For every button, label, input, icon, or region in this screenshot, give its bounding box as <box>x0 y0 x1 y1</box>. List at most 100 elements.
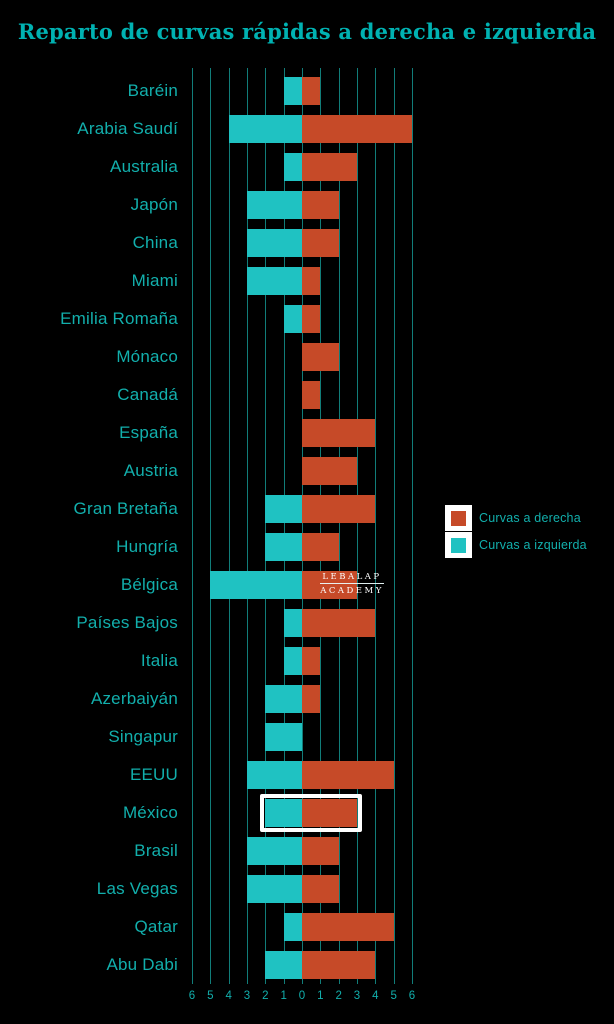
bar-left <box>247 229 302 257</box>
axis-tick-label: 1 <box>280 990 287 1002</box>
bar-right <box>302 609 376 637</box>
axis-tick-label: 2 <box>262 990 269 1002</box>
gridline <box>412 68 413 984</box>
bar-left <box>283 153 302 181</box>
axis-tick-label: 0 <box>298 990 306 1002</box>
row-label: Miami <box>131 271 178 290</box>
axis-tick-label: 5 <box>390 990 397 1002</box>
row-label: Países Bajos <box>76 613 178 632</box>
axis-tick-label: 2 <box>335 990 342 1002</box>
row-label: Bélgica <box>120 575 178 594</box>
bar-left <box>265 533 302 561</box>
bar-right <box>302 191 339 219</box>
bar-right <box>302 951 376 979</box>
highlight-frame <box>260 794 362 832</box>
bar-right <box>302 761 394 789</box>
row-label: Hungría <box>116 537 178 556</box>
legend: Curvas a derecha Curvas a izquierda <box>445 505 587 559</box>
bar-right <box>302 647 321 675</box>
gridline <box>210 68 212 984</box>
bar-right <box>302 837 339 865</box>
bar-left <box>283 913 302 941</box>
row-label: Austria <box>123 461 178 480</box>
gridline <box>302 68 303 984</box>
gridline <box>228 68 230 984</box>
bar-left <box>265 799 302 827</box>
bar-right <box>302 875 339 903</box>
row-label: Gran Bretaña <box>73 499 178 518</box>
row-label: Abu Dabi <box>106 955 178 974</box>
row-label: Arabia Saudí <box>77 119 178 138</box>
bar-right <box>302 685 321 713</box>
gridline <box>283 68 285 984</box>
legend-item-izquierda: Curvas a izquierda <box>445 532 587 558</box>
row-label: Mónaco <box>116 347 178 366</box>
row-label: China <box>132 233 178 252</box>
legend-item-derecha: Curvas a derecha <box>445 505 587 531</box>
bar-right <box>302 913 394 941</box>
axis-tick-label: 6 <box>188 990 196 1002</box>
gridline <box>265 68 267 984</box>
bar-right <box>302 343 339 371</box>
legend-chip <box>445 532 472 558</box>
row-label: Singapur <box>108 727 178 746</box>
watermark-logo: LEBALAP ACADEMY <box>320 572 384 596</box>
axis-tick-label: 4 <box>225 990 232 1002</box>
bar-right <box>302 229 339 257</box>
bar-left <box>247 837 302 865</box>
bar-left <box>265 495 302 523</box>
bar-left <box>283 77 302 105</box>
gridline <box>375 68 377 984</box>
axis-tick-label: 1 <box>317 990 324 1002</box>
bar-left <box>247 191 302 219</box>
watermark-line1: LEBALAP <box>322 572 382 582</box>
bar-left <box>247 875 302 903</box>
bar-right <box>302 115 412 143</box>
gridline <box>320 68 322 984</box>
gridline <box>393 68 395 984</box>
bar-right <box>302 305 321 333</box>
bar-right <box>302 571 357 599</box>
bar-right <box>302 381 321 409</box>
row-label: Italia <box>140 651 178 670</box>
row-label: EEUU <box>129 765 178 784</box>
axis-tick-label: 5 <box>207 990 214 1002</box>
row-label: Japón <box>130 195 178 214</box>
gridline <box>247 68 248 984</box>
curvas-derecha-swatch-icon <box>451 510 466 526</box>
row-label: México <box>122 803 178 822</box>
bar-right <box>302 457 357 485</box>
bar-right <box>302 153 357 181</box>
bar-left <box>247 267 302 295</box>
bar-left <box>283 609 302 637</box>
bar-right <box>302 533 339 561</box>
bar-left <box>265 685 302 713</box>
bar-left <box>283 305 302 333</box>
gridline <box>338 68 340 984</box>
axis-tick-label: 3 <box>353 990 361 1002</box>
gridline <box>192 68 193 984</box>
chart-title: Reparto de curvas rápidas a derecha e iz… <box>17 19 597 44</box>
row-label: Azerbaiyán <box>90 689 178 708</box>
row-label: Emilia Romaña <box>60 309 178 328</box>
watermark-line2: ACADEMY <box>320 586 384 596</box>
row-label: Australia <box>110 157 178 176</box>
legend-label-izquierda: Curvas a izquierda <box>479 538 587 552</box>
axis-tick-label: 3 <box>243 990 251 1002</box>
bar-left <box>247 761 302 789</box>
bar-right <box>302 77 321 105</box>
bar-right <box>302 419 376 447</box>
bar-right <box>302 267 321 295</box>
axis-tick-label: 4 <box>372 990 379 1002</box>
gridline <box>357 68 358 984</box>
row-label: Canadá <box>117 385 178 404</box>
row-label: Las Vegas <box>96 879 178 898</box>
row-label: Baréin <box>127 81 178 100</box>
bar-left <box>265 951 302 979</box>
bar-left <box>228 115 302 143</box>
legend-chip <box>445 505 472 531</box>
bar-right <box>302 799 357 827</box>
curvas-izquierda-swatch-icon <box>451 537 466 553</box>
row-label: Brasil <box>134 841 178 860</box>
